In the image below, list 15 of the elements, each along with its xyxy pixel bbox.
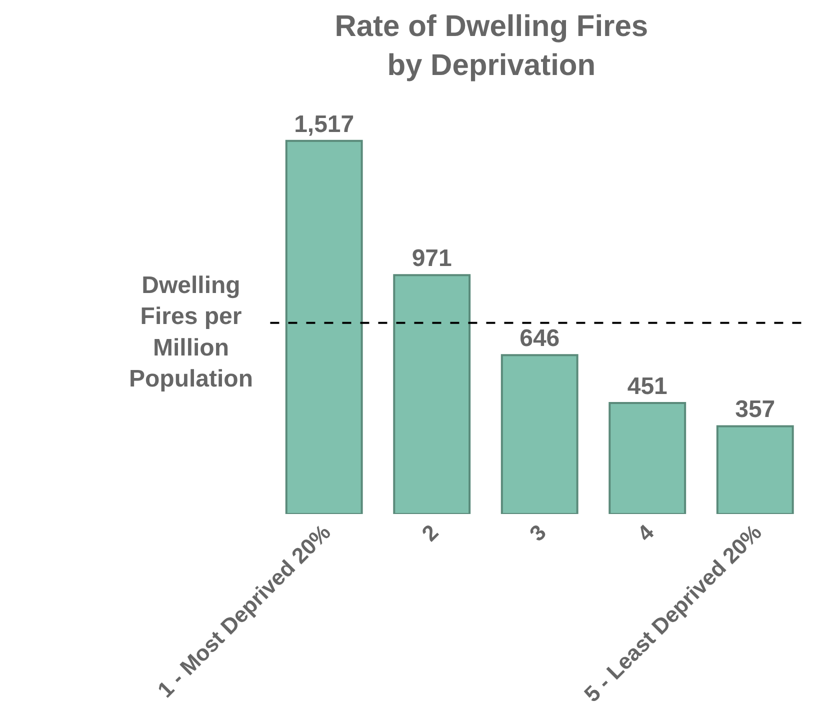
x-tick-label: 4 [632,519,660,546]
bar [393,274,471,514]
data-label: 971 [412,245,452,272]
data-label: 451 [627,373,668,400]
bar [608,402,686,514]
y-axis-title: Dwelling Fires per Million Population [129,272,253,393]
bar [716,425,794,514]
bar [500,354,578,514]
x-tick-label: 2 [416,520,444,546]
x-tick-label: 3 [524,520,551,546]
data-label: 1,517 [294,110,354,138]
data-label: 646 [520,325,560,352]
bar [285,140,363,514]
chart-title: Rate of Dwelling Fires by Deprivation [334,10,648,82]
data-label: 357 [735,396,776,424]
